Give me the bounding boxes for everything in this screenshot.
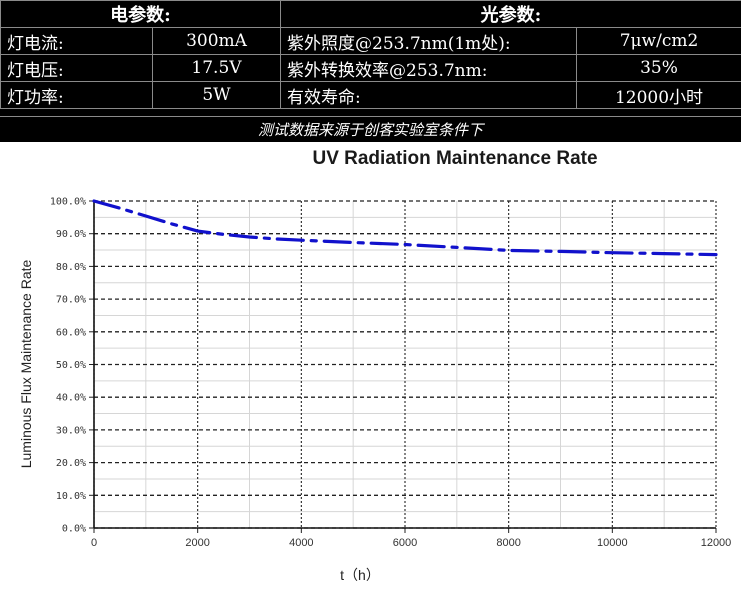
y-axis-label: Luminous Flux Maintenance Rate	[18, 260, 34, 469]
x-tick-label: 12000	[701, 537, 732, 549]
y-tick-label: 100.0%	[50, 197, 86, 208]
x-tick-label: 10000	[597, 537, 628, 549]
lamp-voltage-value: 17.5V	[153, 55, 281, 82]
chart-area: UV Radiation Maintenance Rate 0.0% 10.0% 2…	[0, 142, 741, 602]
tick-labels: 0.0% 10.0% 20.0% 30.0% 40.0% 50.0% 60.0% 70.0% 8…	[50, 197, 731, 550]
spec-row: 灯电压: 17.5V 紫外转换效率@253.7nm: 35%	[1, 55, 741, 82]
y-tick-label: 70.0%	[56, 295, 86, 306]
test-data-note: 测试数据来源于创客实验室条件下	[0, 116, 741, 143]
spec-table-panel: 电参数: 光参数: 灯电流: 300mA 紫外照度@253.7nm(1m处): …	[0, 0, 741, 142]
y-tick-label: 60.0%	[56, 327, 86, 338]
x-tick-label: 0	[91, 537, 97, 549]
x-tick-label: 2000	[185, 537, 209, 549]
x-tick-label: 8000	[496, 537, 520, 549]
uv-efficiency-value: 35%	[577, 55, 741, 82]
lamp-power-value: 5W	[153, 82, 281, 109]
uv-efficiency-label: 紫外转换效率@253.7nm:	[281, 55, 577, 82]
y-tick-label: 40.0%	[56, 393, 86, 404]
grid	[89, 201, 716, 533]
spec-table: 电参数: 光参数: 灯电流: 300mA 紫外照度@253.7nm(1m处): …	[0, 0, 741, 109]
optical-header: 光参数:	[281, 1, 741, 28]
y-tick-label: 10.0%	[56, 491, 86, 502]
spec-row: 灯功率: 5W 有效寿命: 12000小时	[1, 82, 741, 109]
x-tick-label: 6000	[393, 537, 417, 549]
lamp-voltage-label: 灯电压:	[1, 55, 153, 82]
uv-irradiance-label: 紫外照度@253.7nm(1m处):	[281, 28, 577, 55]
spec-header-row: 电参数: 光参数:	[1, 1, 741, 28]
x-tick-label: 4000	[289, 537, 313, 549]
effective-life-label: 有效寿命:	[281, 82, 577, 109]
electrical-header: 电参数:	[1, 1, 281, 28]
lamp-power-label: 灯功率:	[1, 82, 153, 109]
y-tick-label: 20.0%	[56, 458, 86, 469]
lamp-current-value: 300mA	[153, 28, 281, 55]
maintenance-rate-chart: UV Radiation Maintenance Rate 0.0% 10.0% 2…	[0, 142, 741, 602]
y-tick-label: 80.0%	[56, 262, 86, 273]
y-tick-label: 90.0%	[56, 229, 86, 240]
uv-irradiance-value: 7μw/cm2	[577, 28, 741, 55]
spec-row: 灯电流: 300mA 紫外照度@253.7nm(1m处): 7μw/cm2	[1, 28, 741, 55]
effective-life-value: 12000小时	[577, 82, 741, 109]
chart-title: UV Radiation Maintenance Rate	[312, 148, 597, 169]
y-tick-label: 50.0%	[56, 360, 86, 371]
x-axis-label: t（h）	[340, 567, 380, 583]
lamp-current-label: 灯电流:	[1, 28, 153, 55]
y-tick-label: 30.0%	[56, 425, 86, 436]
y-tick-label: 0.0%	[62, 524, 86, 535]
